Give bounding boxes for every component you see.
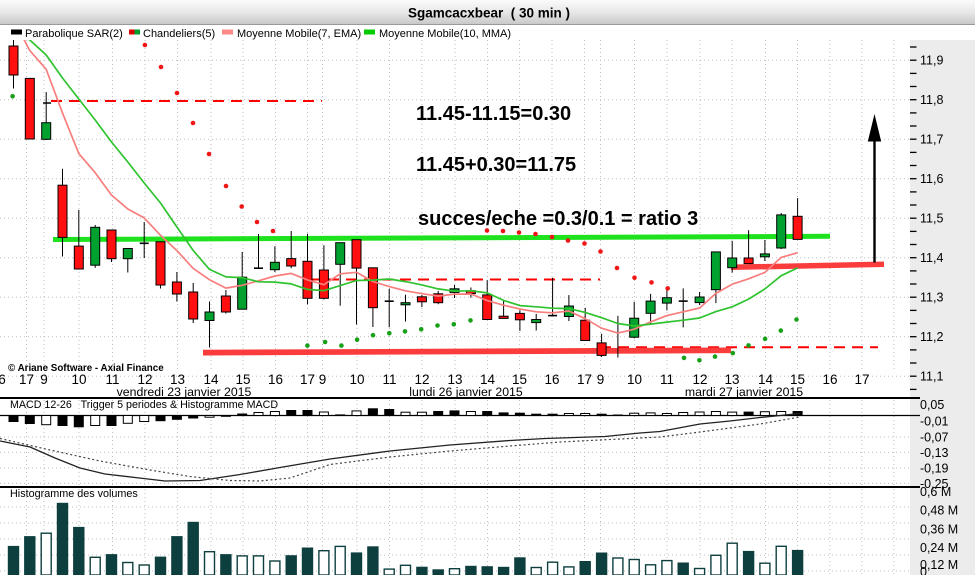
svg-text:11: 11: [382, 372, 396, 387]
svg-text:0,24 M: 0,24 M: [920, 541, 958, 555]
svg-text:14: 14: [480, 372, 496, 387]
svg-text:11,7: 11,7: [920, 133, 943, 147]
svg-text:0,6 M: 0,6 M: [920, 485, 951, 499]
svg-text:11,3: 11,3: [920, 291, 943, 305]
svg-text:Histogramme des volumes: Histogramme des volumes: [10, 488, 138, 500]
svg-text:-0,07: -0,07: [920, 431, 949, 445]
svg-text:Chandeliers(5): Chandeliers(5): [143, 28, 215, 40]
svg-text:Parabolique SAR(2): Parabolique SAR(2): [25, 28, 123, 40]
svg-text:14: 14: [203, 372, 219, 387]
svg-text:-0,19: -0,19: [920, 461, 949, 475]
svg-text:succes/eche =0.3/0.1 = ratio 3: succes/eche =0.3/0.1 = ratio 3: [418, 208, 698, 230]
svg-text:9: 9: [597, 372, 605, 387]
svg-text:10: 10: [349, 372, 364, 387]
svg-text:6: 6: [0, 372, 6, 387]
svg-text:13: 13: [724, 372, 739, 387]
svg-text:-0,25: -0,25: [920, 477, 949, 491]
svg-text:11: 11: [105, 372, 119, 387]
svg-text:mardi 27 janvier 2015: mardi 27 janvier 2015: [685, 385, 803, 399]
svg-text:0,05: 0,05: [920, 398, 944, 412]
svg-text:10: 10: [627, 372, 642, 387]
svg-text:15: 15: [235, 372, 250, 387]
svg-text:11,6: 11,6: [920, 172, 943, 186]
svg-text:13: 13: [447, 372, 462, 387]
svg-text:14: 14: [758, 372, 774, 387]
svg-text:11: 11: [660, 372, 674, 387]
svg-text:17: 17: [19, 372, 34, 387]
svg-text:11.45+0.30=11.75: 11.45+0.30=11.75: [416, 154, 576, 176]
svg-text:15: 15: [790, 372, 805, 387]
svg-text:0,48 M: 0,48 M: [920, 504, 958, 518]
svg-text:11,9: 11,9: [920, 54, 943, 68]
svg-text:16: 16: [268, 372, 283, 387]
svg-text:15: 15: [512, 372, 527, 387]
svg-text:16: 16: [544, 372, 559, 387]
svg-text:17: 17: [854, 372, 869, 387]
svg-text:17: 17: [300, 372, 315, 387]
svg-text:17: 17: [577, 372, 592, 387]
svg-text:11,8: 11,8: [920, 93, 943, 107]
svg-text:MACD 12-26 Trigger 5 periode: MACD 12-26 Trigger 5 periodes & Histogra…: [10, 399, 278, 411]
svg-text:11,2: 11,2: [920, 330, 943, 344]
svg-text:Sgamcacxbear ( 30 min ): Sgamcacxbear ( 30 min ): [408, 6, 570, 21]
svg-text:11.45-11.15=0.30: 11.45-11.15=0.30: [416, 103, 571, 125]
svg-text:12: 12: [137, 372, 152, 387]
svg-text:13: 13: [170, 372, 185, 387]
svg-text:11,1: 11,1: [920, 370, 943, 384]
svg-text:10: 10: [71, 372, 86, 387]
svg-text:Moyenne Mobile(10, MMA): Moyenne Mobile(10, MMA): [379, 28, 511, 40]
svg-text:9: 9: [319, 372, 327, 387]
svg-text:-0,01: -0,01: [920, 414, 949, 428]
svg-text:vendredi 23 janvier 2015: vendredi 23 janvier 2015: [117, 385, 252, 399]
svg-text:lundi 26 janvier 2015: lundi 26 janvier 2015: [409, 385, 523, 399]
svg-text:11,4: 11,4: [920, 251, 943, 265]
svg-text:9: 9: [40, 372, 48, 387]
svg-text:0,36 M: 0,36 M: [920, 522, 958, 536]
svg-text:0: 0: [920, 565, 927, 575]
svg-text:Moyenne Mobile(7, EMA): Moyenne Mobile(7, EMA): [237, 28, 361, 40]
svg-text:11,5: 11,5: [920, 212, 943, 226]
svg-text:16: 16: [822, 372, 837, 387]
svg-text:-0,13: -0,13: [920, 446, 949, 460]
svg-text:0,12 M: 0,12 M: [920, 558, 958, 572]
svg-text:12: 12: [692, 372, 707, 387]
svg-text:12: 12: [414, 372, 429, 387]
svg-text:© Ariane Software - Axial Fina: © Ariane Software - Axial Finance: [8, 363, 164, 374]
